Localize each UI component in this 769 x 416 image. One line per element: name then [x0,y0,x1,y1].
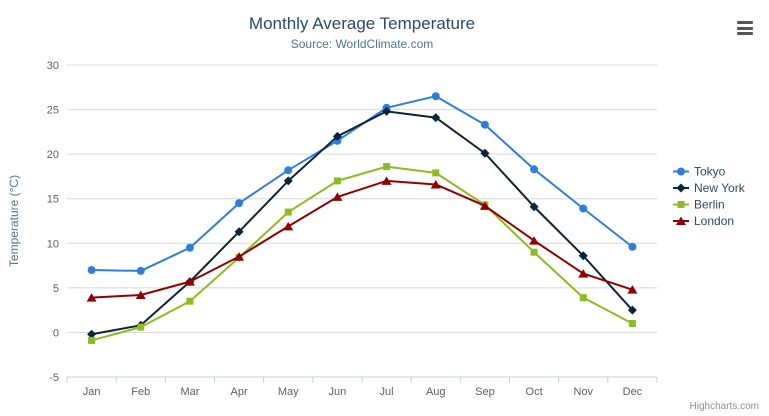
x-axis-label: Jun [329,386,347,398]
data-point-circle[interactable] [677,167,685,176]
data-point-diamond[interactable] [480,148,490,158]
series-new-york [87,106,637,339]
data-point-triangle[interactable] [86,293,97,302]
data-point-triangle[interactable] [184,277,195,286]
series-line [90,179,634,299]
x-axis-label: Oct [526,386,543,398]
data-point-triangle[interactable] [676,216,686,226]
x-axis-label: Apr [231,386,248,398]
data-point-triangle[interactable] [529,236,540,245]
chart-subtitle: Source: WorldClimate.com [290,37,434,51]
series-line [90,110,634,336]
y-axis-label: -5 [49,372,59,384]
data-point-square[interactable] [137,323,145,331]
data-point-triangle[interactable] [135,290,146,299]
legend-item-london[interactable]: London [673,214,734,228]
data-point-circle[interactable] [284,166,293,175]
data-point-diamond[interactable] [676,183,686,193]
y-axis-label: 0 [53,327,59,339]
x-axis-label: Aug [426,386,446,398]
x-axis-label: Jan [83,386,101,398]
x-axis-label: Sep [475,386,495,398]
data-point-triangle[interactable] [283,221,294,231]
data-point-circle[interactable] [87,266,96,275]
data-point-square[interactable] [530,248,538,256]
data-point-triangle[interactable] [234,252,245,261]
y-axis-label: 5 [53,283,59,295]
data-point-circle[interactable] [235,199,244,208]
legend-label: Berlin [694,198,725,212]
data-point-diamond[interactable] [431,113,441,123]
y-axis-label: 25 [47,105,59,117]
data-point-diamond[interactable] [382,106,392,116]
data-point-circle[interactable] [530,165,539,174]
x-axis-label: Mar [180,386,199,398]
data-point-diamond[interactable] [332,131,342,141]
data-point-square[interactable] [579,294,587,302]
data-point-square[interactable] [677,201,685,208]
data-point-diamond[interactable] [234,227,244,237]
x-axis-label: Dec [623,386,643,398]
highcharts-credits[interactable]: Highcharts.com [689,401,759,412]
data-point-square[interactable] [333,177,341,185]
data-point-diamond[interactable] [627,305,637,315]
legend-item-berlin[interactable]: Berlin [673,198,725,212]
x-axis-label: Jul [380,386,394,398]
data-point-circle[interactable] [579,204,588,213]
y-axis-label: 20 [47,149,59,161]
data-point-diamond[interactable] [283,176,293,186]
series-london [86,176,638,302]
legend-label: Tokyo [694,165,726,179]
data-point-triangle[interactable] [627,285,638,294]
data-point-circle[interactable] [480,120,489,129]
legend-label: London [694,214,734,228]
legend-item-new-york[interactable]: New York [673,181,746,195]
legend-item-tokyo[interactable]: Tokyo [673,165,726,179]
data-point-circle[interactable] [431,92,440,101]
data-point-circle[interactable] [628,242,637,251]
x-axis-label: Feb [131,386,150,398]
y-axis-title: Temperature (°C) [7,175,21,267]
data-point-diamond[interactable] [578,251,588,261]
y-axis-label: 30 [47,60,59,72]
data-point-triangle[interactable] [332,192,343,201]
data-point-circle[interactable] [185,243,194,252]
chart-title: Monthly Average Temperature [248,14,476,33]
legend-label: New York [694,181,746,195]
x-axis-label: May [278,386,299,398]
y-axis-label: 10 [47,238,59,250]
x-axis-label: Nov [573,386,593,398]
y-axis-label: 15 [47,194,59,206]
data-point-triangle[interactable] [479,201,490,210]
data-point-diamond[interactable] [529,202,539,212]
hamburger-menu-icon [737,21,753,24]
data-point-circle[interactable] [136,266,145,275]
data-point-triangle[interactable] [578,269,589,278]
data-point-triangle[interactable] [430,179,441,189]
data-point-diamond[interactable] [87,329,97,339]
hamburger-menu-icon [737,32,753,35]
data-point-square[interactable] [432,169,440,177]
data-point-square[interactable] [284,208,292,216]
data-point-square[interactable] [88,336,96,344]
series-line [90,95,634,272]
export-menu-button[interactable] [737,21,755,35]
series-tokyo [87,92,637,275]
data-point-square[interactable] [383,163,391,171]
hamburger-menu-icon [737,26,753,30]
data-point-square[interactable] [628,320,636,328]
data-point-triangle[interactable] [381,176,392,185]
series-line [90,165,634,342]
data-point-square[interactable] [186,297,194,305]
